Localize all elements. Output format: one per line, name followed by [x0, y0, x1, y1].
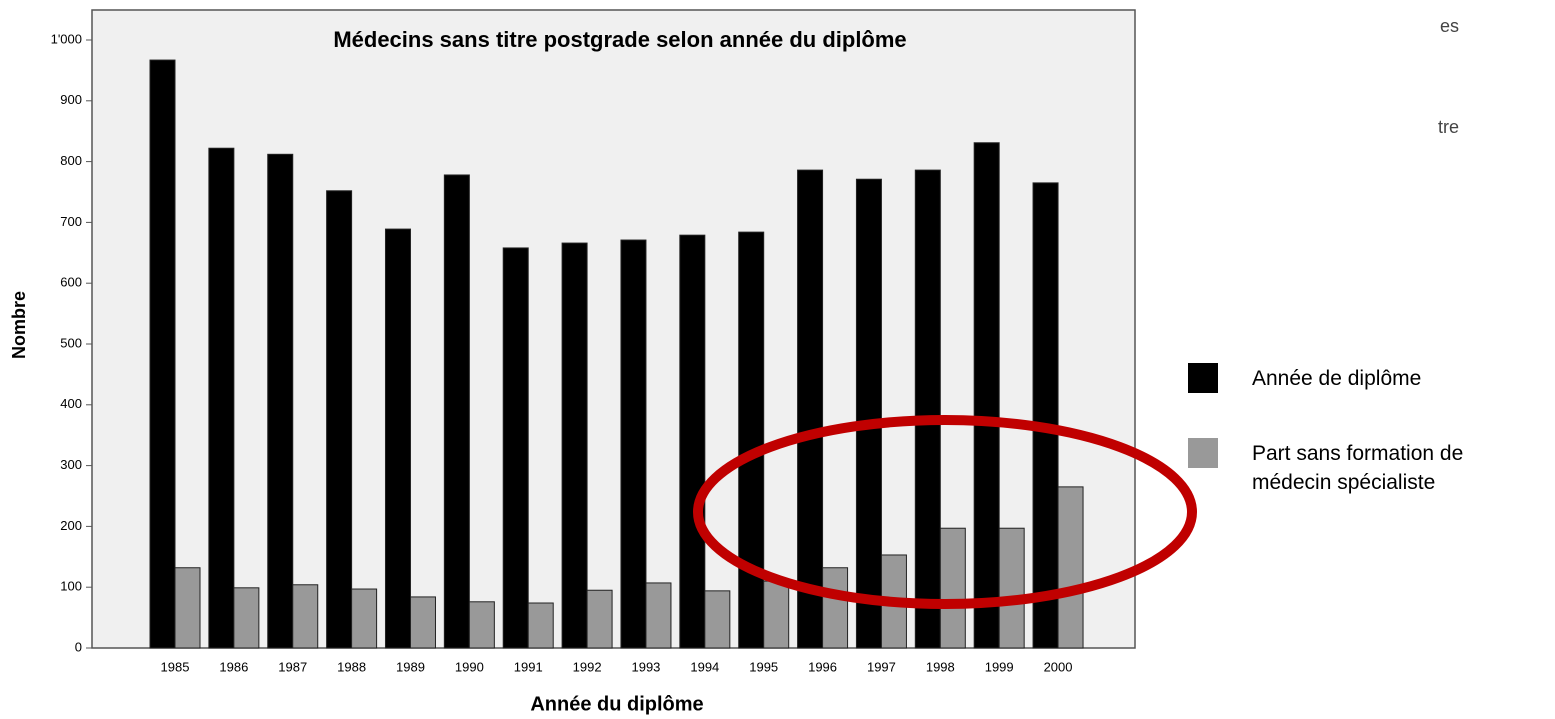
bar [939, 527, 966, 649]
bar [914, 169, 941, 649]
x-tick-label: 1992 [573, 659, 602, 674]
legend-label: Part sans formation de médecin spécialis… [1252, 442, 1464, 494]
chart-title: Médecins sans titre postgrade selon anné… [333, 27, 907, 52]
legend-swatch [1188, 363, 1218, 393]
y-tick-label: 900 [60, 92, 82, 107]
y-tick-label: 1'000 [51, 31, 82, 46]
x-tick-label: 1997 [867, 659, 896, 674]
bar [351, 588, 378, 649]
x-tick-label: 1996 [808, 659, 837, 674]
bar [468, 601, 495, 649]
x-tick-label: 1995 [749, 659, 778, 674]
x-tick-label: 2000 [1044, 659, 1073, 674]
bar [149, 59, 176, 649]
bar [409, 596, 436, 649]
x-tick-label: 1989 [396, 659, 425, 674]
bar [1057, 486, 1084, 649]
x-tick-label: 1986 [219, 659, 248, 674]
bar [620, 239, 647, 649]
y-tick-label: 500 [60, 335, 82, 350]
bar [855, 178, 882, 649]
y-tick-label: 0 [75, 639, 82, 654]
bar [704, 590, 731, 649]
legend-label: Année de diplôme [1252, 367, 1422, 390]
bar [561, 242, 588, 649]
x-tick-label: 1994 [690, 659, 719, 674]
x-tick-label: 1990 [455, 659, 484, 674]
y-tick-label: 300 [60, 457, 82, 472]
x-tick-label: 1998 [926, 659, 955, 674]
highlight-ellipse [693, 415, 1197, 609]
bar [502, 247, 529, 649]
y-tick-label: 600 [60, 275, 82, 290]
bar [645, 582, 672, 649]
bar [797, 169, 824, 649]
cropped-text: es [1440, 16, 1459, 36]
bar [973, 142, 1000, 649]
bar [763, 580, 790, 649]
bars [149, 59, 1084, 649]
bar [822, 567, 849, 649]
bar [267, 153, 294, 649]
bar [292, 584, 319, 649]
x-tick-label: 1988 [337, 659, 366, 674]
bar [738, 231, 765, 649]
bar [586, 589, 613, 649]
bar [679, 234, 706, 649]
y-tick-label: 200 [60, 518, 82, 533]
bar [527, 602, 554, 649]
bar [233, 587, 260, 649]
legend-swatch [1188, 438, 1218, 468]
bar [208, 147, 235, 649]
bar [326, 190, 353, 649]
y-tick-label: 400 [60, 396, 82, 411]
bar [384, 228, 411, 649]
x-tick-label: 1991 [514, 659, 543, 674]
bar [998, 527, 1025, 649]
y-tick-label: 100 [60, 579, 82, 594]
x-tick-label: 1993 [631, 659, 660, 674]
bar [443, 174, 470, 649]
bar [174, 567, 201, 649]
x-tick-label: 1985 [161, 659, 190, 674]
y-axis-label: Nombre [9, 291, 29, 359]
y-tick-label: 700 [60, 214, 82, 229]
x-tick-label: 1987 [278, 659, 307, 674]
x-tick-label: 1999 [985, 659, 1014, 674]
cropped-text: tre [1438, 117, 1459, 137]
y-tick-label: 800 [60, 153, 82, 168]
x-axis-label: Année du diplôme [530, 693, 703, 715]
bar [1032, 182, 1059, 649]
